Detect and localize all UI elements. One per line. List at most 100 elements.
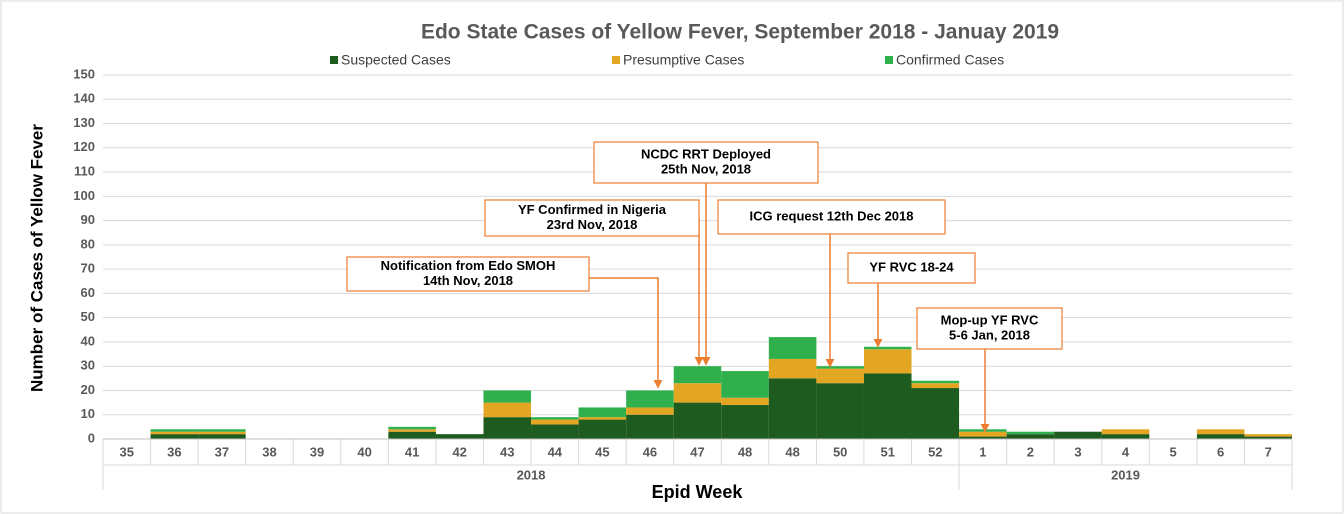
annotation-box <box>593 141 819 184</box>
legend-swatch <box>885 56 893 64</box>
bar-segment <box>150 434 199 439</box>
annotation-text: YF RVC 18-24 <box>869 259 954 274</box>
y-tick-label: 80 <box>81 236 95 251</box>
bar-segment <box>626 390 674 408</box>
annotation-box <box>717 199 946 235</box>
group-label: 2018 <box>517 467 546 482</box>
bar-segment <box>626 407 674 415</box>
bar-segment <box>1244 434 1292 437</box>
y-tick-label: 60 <box>81 285 95 300</box>
bar-segment <box>911 383 960 389</box>
bar-segment <box>388 429 436 432</box>
annotation-text: 14th Nov, 2018 <box>423 273 513 288</box>
x-tick-label: 40 <box>357 444 371 459</box>
bar-segment <box>1054 431 1102 439</box>
annotation-text: 5-6 Jan, 2018 <box>949 327 1030 342</box>
bar-segment <box>863 373 912 439</box>
bar-segment <box>198 434 246 439</box>
y-tick-label: 90 <box>81 212 95 227</box>
annotation-text: 25th Nov, 2018 <box>661 161 751 176</box>
x-tick-label: 1 <box>979 444 986 459</box>
bar-segment <box>531 417 579 420</box>
x-tick-label: 37 <box>215 444 229 459</box>
bar-segment <box>626 414 674 439</box>
y-tick-label: 0 <box>88 430 95 445</box>
bar-segment <box>388 431 436 439</box>
bar-segment <box>816 366 864 369</box>
bar-segment <box>959 431 1007 437</box>
annotation-arrow <box>589 277 663 389</box>
y-tick-label: 110 <box>74 164 95 179</box>
bar-segment <box>768 378 817 439</box>
bar-segment <box>531 424 579 439</box>
bar-segment <box>721 405 769 439</box>
annotation-text: Mop-up YF RVC <box>941 312 1039 327</box>
x-tick-label: 41 <box>405 444 419 459</box>
annotation-text: NCDC RRT Deployed <box>641 146 771 161</box>
y-tick-label: 10 <box>81 406 95 421</box>
y-tick-label: 20 <box>81 382 95 397</box>
y-tick-label: 150 <box>73 66 95 81</box>
x-tick-label: 48 <box>785 444 799 459</box>
x-tick-label: 38 <box>262 444 276 459</box>
bar-segment <box>816 368 864 384</box>
chart-title: Edo State Cases of Yellow Fever, Septemb… <box>421 21 1059 44</box>
y-tick-label: 40 <box>81 333 95 348</box>
legend-label: Presumptive Cases <box>623 52 744 68</box>
x-tick-label: 51 <box>881 444 895 459</box>
bar-segment <box>673 402 722 439</box>
y-axis-title: Number of Cases of Yellow Fever <box>27 124 46 392</box>
bar-segment <box>483 390 532 403</box>
y-tick-label: 100 <box>73 188 95 203</box>
annotation-text: YF Confirmed in Nigeria <box>518 202 667 217</box>
x-tick-label: 48 <box>738 444 752 459</box>
x-tick-label: 46 <box>643 444 657 459</box>
bar-segment <box>863 346 912 350</box>
bar-segment <box>673 383 722 403</box>
bar-segment <box>911 380 960 384</box>
bar-segment <box>150 429 199 432</box>
bar-segment <box>1101 429 1150 435</box>
annotation-text: Notification from Edo SMOH <box>381 258 556 273</box>
x-tick-label: 36 <box>167 444 181 459</box>
bar-segment <box>483 417 532 439</box>
bar-segment <box>721 397 769 406</box>
bar-segment <box>435 434 484 439</box>
bar-segment <box>578 417 627 420</box>
x-tick-label: 4 <box>1122 444 1130 459</box>
annotation-text: ICG request 12th Dec 2018 <box>749 208 913 223</box>
bar-segment <box>388 426 436 430</box>
x-tick-label: 5 <box>1169 444 1176 459</box>
annotation-box <box>484 199 700 237</box>
bar-segment <box>1196 434 1245 439</box>
bar-segment <box>816 383 864 439</box>
x-tick-label: 6 <box>1217 444 1224 459</box>
bar-segment <box>768 337 817 359</box>
annotation-text: 23rd Nov, 2018 <box>547 217 638 232</box>
annotation-box <box>847 252 976 284</box>
x-tick-label: 43 <box>500 444 514 459</box>
x-axis-title: Epid Week <box>652 482 744 502</box>
x-tick-label: 52 <box>928 444 942 459</box>
bar-segment <box>531 419 579 425</box>
bar-segment <box>198 431 246 435</box>
bar-segment <box>578 407 627 418</box>
x-tick-label: 44 <box>548 444 563 459</box>
bar-segment <box>1196 429 1245 435</box>
x-tick-label: 45 <box>595 444 609 459</box>
y-tick-label: 140 <box>73 91 95 106</box>
legend-label: Suspected Cases <box>341 52 451 68</box>
bar-segment <box>721 371 769 398</box>
bar-segment <box>483 402 532 418</box>
y-tick-label: 130 <box>73 115 95 130</box>
bar-segment <box>768 358 817 379</box>
x-tick-label: 7 <box>1265 444 1272 459</box>
legend-swatch <box>612 56 620 64</box>
bar-segment <box>150 431 199 435</box>
bar-segment <box>1244 436 1292 439</box>
group-label: 2019 <box>1111 467 1140 482</box>
bar-segment <box>1101 434 1150 439</box>
bar-segment <box>1006 434 1055 439</box>
bar-segment <box>1006 431 1055 435</box>
bar-segment <box>198 429 246 432</box>
